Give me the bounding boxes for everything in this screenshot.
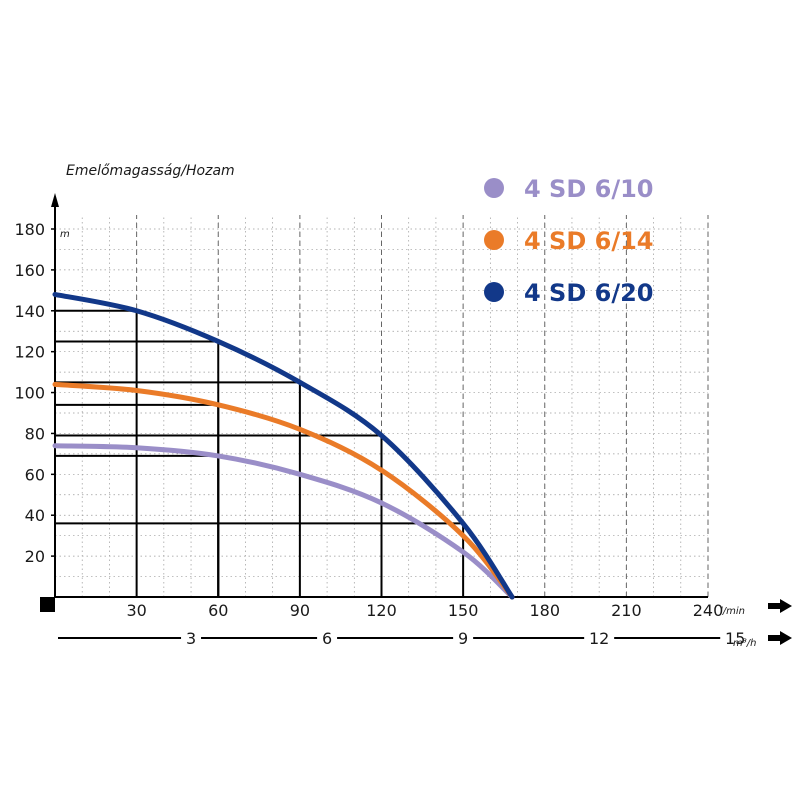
secondary-tick-gap (720, 629, 751, 647)
secondary-tick-gap (453, 629, 474, 647)
x-axis-unit: l/min (720, 606, 745, 617)
x-tick-label: 150 (448, 601, 479, 620)
legend-marker-3 (484, 282, 504, 302)
secondary-x-tick-label: 3 (186, 629, 196, 648)
secondary-x-axis-arrow (768, 631, 792, 645)
axes: 20 40 60 80 100 120 140 160 180 30 60 90 120 150 180 21… (14, 193, 792, 648)
secondary-x-tick-label: 9 (458, 629, 468, 648)
y-tick-label: 60 (25, 465, 45, 484)
legend-label-2: 4 SD 6/14 (524, 227, 653, 255)
x-tick-label: 60 (208, 601, 228, 620)
series-lines (52, 291, 515, 600)
y-axis-unit: m (60, 229, 70, 240)
secondary-x-tick-label: 15 (725, 629, 745, 648)
secondary-x-axis-unit: m³/h (733, 638, 756, 649)
series-line-2 (52, 381, 515, 600)
x-axis-arrow (768, 599, 792, 613)
y-tick-label: 80 (25, 424, 45, 443)
y-tick-label: 140 (14, 302, 45, 321)
legend-label-3: 4 SD 6/20 (524, 279, 653, 307)
chart-title: Emelőmagasság/Hozam (66, 163, 235, 179)
y-tick-label: 160 (14, 261, 45, 280)
x-tick-label: 90 (290, 601, 310, 620)
secondary-x-tick-label: 6 (322, 629, 332, 648)
legend-marker-1 (484, 178, 504, 198)
secondary-tick-gap (317, 629, 338, 647)
highlight-lines (55, 309, 465, 597)
legend-label-1: 4 SD 6/10 (524, 175, 653, 203)
x-tick-label: 210 (611, 601, 642, 620)
series-line-1 (52, 443, 515, 600)
x-tick-label: 120 (366, 601, 397, 620)
y-axis-arrow (51, 193, 59, 207)
origin-marker (40, 597, 55, 612)
x-tick-label: 30 (126, 601, 146, 620)
x-tick-label: 240 (693, 601, 724, 620)
y-tick-label: 180 (14, 220, 45, 239)
x-tick-label: 180 (529, 601, 560, 620)
y-tick-label: 120 (14, 343, 45, 362)
secondary-tick-gap (584, 629, 615, 647)
series-line-3 (52, 291, 515, 600)
y-tick-label: 20 (25, 547, 45, 566)
secondary-x-tick-label: 12 (589, 629, 609, 648)
legend-marker-2 (484, 230, 504, 250)
legend: 4 SD 6/10 4 SD 6/14 4 SD 6/20 (484, 175, 653, 307)
y-tick-label: 100 (14, 384, 45, 403)
secondary-tick-gap (181, 629, 202, 647)
y-tick-label: 40 (25, 506, 45, 525)
